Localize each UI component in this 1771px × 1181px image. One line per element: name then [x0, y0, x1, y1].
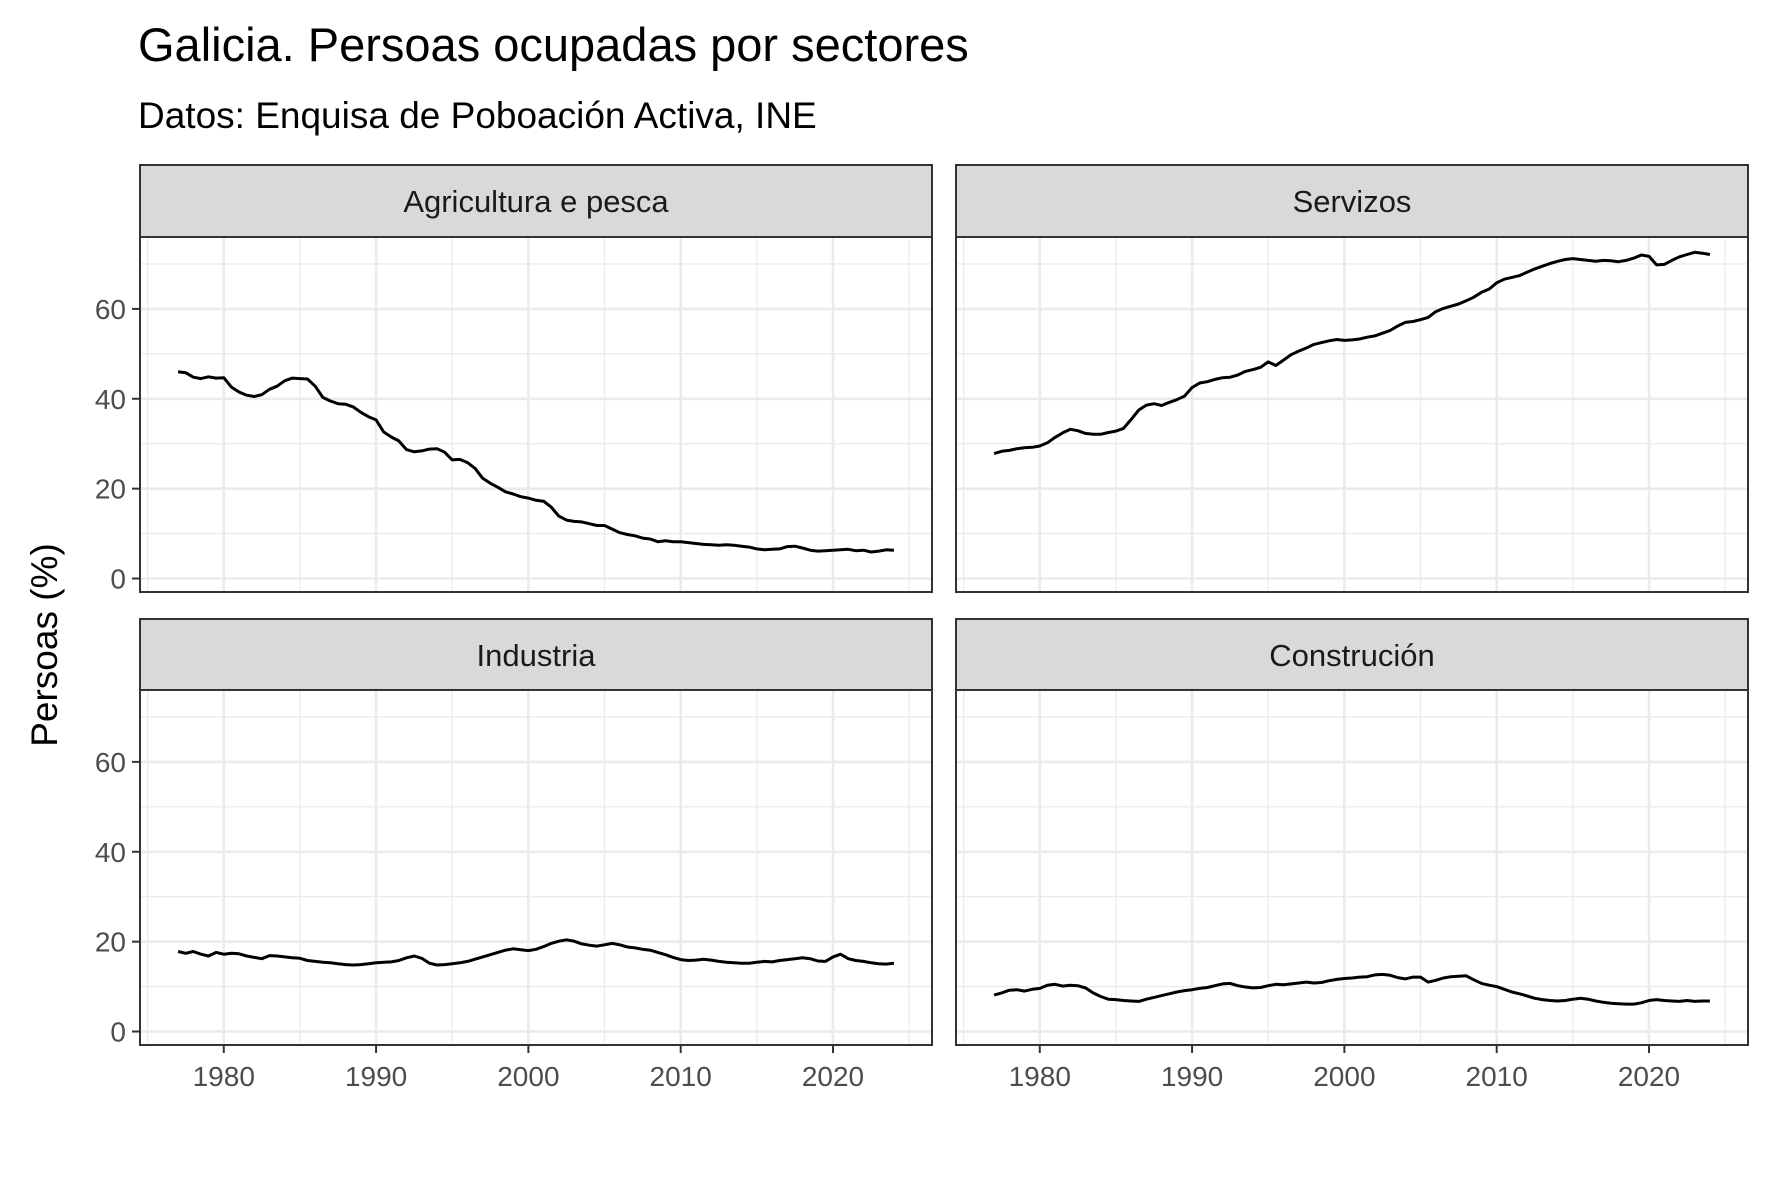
x-tick-label: 2020: [802, 1061, 864, 1092]
chart-title: Galicia. Persoas ocupadas por sectores: [138, 18, 969, 71]
series-line-agricultura-e-pesca: [177, 370, 894, 554]
x-tick-label: 1980: [193, 1061, 255, 1092]
panel-construcion: Construción 1980 1990 2000 2010 2020: [955, 618, 1749, 1092]
panel-border-servizos: [955, 236, 1749, 593]
series-line-servizos: [993, 250, 1711, 456]
y-tick-label: 0: [110, 564, 126, 595]
strip-label-agricultura-e-pesca: Agricultura e pesca: [403, 184, 669, 219]
x-tick-label: 2000: [497, 1061, 559, 1092]
y-tick-label: 60: [95, 747, 126, 778]
x-tick-label: 1980: [1009, 1061, 1071, 1092]
y-tick-label: 40: [95, 384, 126, 415]
strip-construcion: [955, 618, 1749, 691]
y-tick-label: 20: [95, 927, 126, 958]
x-tick-label: 1990: [345, 1061, 407, 1092]
y-tick-label: 40: [95, 837, 126, 868]
panel-agricultura-e-pesca: Agricultura e pesca 0 20 40 60: [95, 164, 933, 595]
strip-industria: [139, 618, 933, 691]
x-tick-label: 2010: [650, 1061, 712, 1092]
strip-label-industria: Industria: [477, 638, 597, 673]
panel-border-industria: [139, 689, 933, 1046]
y-axis-title: Persoas (%): [24, 543, 65, 747]
strip-label-construcion: Construción: [1269, 638, 1434, 673]
y-tick-label: 0: [110, 1017, 126, 1048]
panel-industria: Industria 0 20 40 60 1980 1990 2000 2010 2020: [95, 618, 933, 1092]
panel-servizos: Servizos: [955, 164, 1749, 593]
facet-panels: Agricultura e pesca 0 20 40 60 Servizos Indust…: [95, 164, 1749, 1092]
panel-border-construcion: [955, 689, 1749, 1046]
strip-agricultura-e-pesca: [139, 164, 933, 238]
panel-border-agricultura-e-pesca: [139, 236, 933, 593]
x-tick-label: 1990: [1161, 1061, 1223, 1092]
y-tick-label: 60: [95, 294, 126, 325]
series-line-industria: [177, 938, 895, 967]
y-tick-label: 20: [95, 474, 126, 505]
chart-subtitle: Datos: Enquisa de Poboación Activa, INE: [138, 95, 817, 136]
x-tick-label: 2000: [1313, 1061, 1375, 1092]
strip-label-servizos: Servizos: [1293, 184, 1412, 219]
series-line-construcion: [993, 972, 1710, 1006]
x-tick-label: 2010: [1466, 1061, 1528, 1092]
strip-servizos: [955, 164, 1749, 238]
x-tick-label: 2020: [1618, 1061, 1680, 1092]
